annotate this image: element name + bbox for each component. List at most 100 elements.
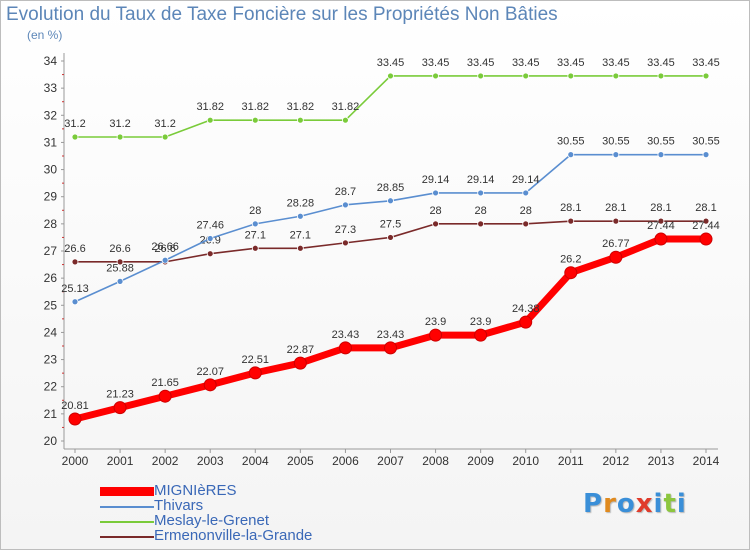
- data-point: [113, 401, 127, 415]
- logo-letter: i: [676, 489, 687, 519]
- data-label: 26.2: [560, 254, 581, 266]
- data-label: 33.45: [557, 57, 585, 69]
- x-tick-label: 2008: [422, 454, 449, 468]
- x-tick-label: 2003: [197, 454, 224, 468]
- logo-letter: o: [616, 489, 636, 519]
- legend-swatch: [100, 506, 154, 508]
- x-tick-label: 2010: [512, 454, 539, 468]
- data-label: 22.51: [242, 354, 270, 366]
- data-label: 26.77: [602, 238, 630, 250]
- data-label: 27.46: [196, 220, 224, 232]
- data-label: 31.2: [154, 118, 175, 130]
- data-point: [206, 250, 214, 258]
- data-label: 28: [429, 205, 441, 217]
- data-label: 33.45: [377, 57, 405, 69]
- data-label: 29.14: [422, 174, 450, 186]
- data-label: 28.85: [377, 182, 405, 194]
- data-point: [477, 72, 485, 80]
- logo-letter: r: [603, 489, 617, 519]
- data-point: [564, 266, 578, 280]
- data-point: [71, 133, 79, 141]
- data-point: [251, 116, 259, 124]
- data-label: 33.45: [692, 57, 720, 69]
- data-label: 28.1: [695, 202, 716, 214]
- data-point: [342, 116, 349, 124]
- data-point: [519, 315, 533, 329]
- proxiti-logo: Proxiti: [583, 489, 687, 519]
- data-label: 28.28: [287, 197, 315, 209]
- data-point: [248, 366, 262, 380]
- data-label: 29.14: [512, 174, 540, 186]
- data-point: [251, 244, 259, 252]
- data-label: 22.07: [196, 366, 224, 378]
- x-tick-label: 2011: [558, 454, 584, 468]
- data-label: 27.1: [290, 229, 311, 241]
- data-label: 23.43: [377, 329, 405, 341]
- data-point: [384, 341, 397, 355]
- data-label: 24.38: [512, 303, 540, 315]
- unit-label: (en %): [27, 28, 63, 42]
- x-tick-label: 2001: [107, 454, 134, 468]
- logo-letter: P: [583, 489, 604, 519]
- data-label: 28: [249, 205, 261, 217]
- data-label: 26.6: [109, 243, 130, 255]
- data-point: [116, 277, 124, 285]
- data-point: [387, 197, 394, 205]
- data-point: [161, 133, 169, 141]
- data-label: 28: [475, 205, 487, 217]
- data-label: 31.82: [332, 101, 360, 113]
- data-point: [477, 220, 485, 228]
- data-point: [702, 217, 710, 225]
- data-label: 29.14: [467, 174, 495, 186]
- y-tick-label: 32: [44, 108, 58, 122]
- data-point: [567, 151, 575, 159]
- data-label: 31.82: [287, 101, 315, 113]
- data-label: 26.66: [151, 241, 179, 253]
- data-point: [657, 151, 665, 159]
- data-label: 28.1: [560, 202, 581, 214]
- data-label: 27.1: [245, 229, 266, 241]
- data-point: [432, 72, 439, 80]
- x-tick-label: 2012: [603, 454, 630, 468]
- y-tick-label: 26: [44, 271, 58, 285]
- data-point: [293, 356, 307, 370]
- data-point: [429, 328, 443, 342]
- data-point: [657, 217, 665, 225]
- data-label: 28: [520, 205, 532, 217]
- data-point: [702, 72, 710, 80]
- x-tick-label: 2007: [377, 454, 404, 468]
- y-tick-label: 30: [44, 163, 58, 177]
- legend-swatch: [100, 487, 154, 496]
- data-point: [612, 217, 620, 225]
- data-label: 33.45: [602, 57, 630, 69]
- y-tick-label: 21: [44, 407, 58, 421]
- data-point: [203, 378, 217, 392]
- data-point: [699, 232, 713, 246]
- data-point: [296, 212, 304, 220]
- legend-swatch: [100, 521, 154, 523]
- data-label: 31.82: [196, 101, 224, 113]
- data-label: 26.6: [64, 243, 85, 255]
- y-tick-label: 33: [44, 81, 58, 95]
- data-label: 28.7: [335, 186, 356, 198]
- data-point: [522, 220, 530, 228]
- data-point: [522, 72, 530, 80]
- legend-label: Meslay-le-Grenet: [154, 512, 270, 529]
- data-point: [477, 189, 485, 197]
- data-point: [342, 201, 349, 209]
- data-point: [387, 234, 394, 241]
- data-label: 31.82: [242, 101, 270, 113]
- data-point: [609, 250, 623, 264]
- data-label: 22.87: [287, 344, 315, 356]
- data-label: 23.9: [425, 316, 446, 328]
- data-label: 27.5: [380, 218, 401, 230]
- y-tick-label: 23: [44, 353, 58, 367]
- data-label: 27.3: [335, 224, 356, 236]
- data-label: 33.45: [422, 57, 450, 69]
- data-point: [342, 239, 349, 247]
- x-tick-label: 2000: [62, 454, 89, 468]
- data-label: 31.2: [64, 118, 85, 130]
- legend-label: Thivars: [154, 497, 204, 514]
- data-point: [657, 72, 665, 80]
